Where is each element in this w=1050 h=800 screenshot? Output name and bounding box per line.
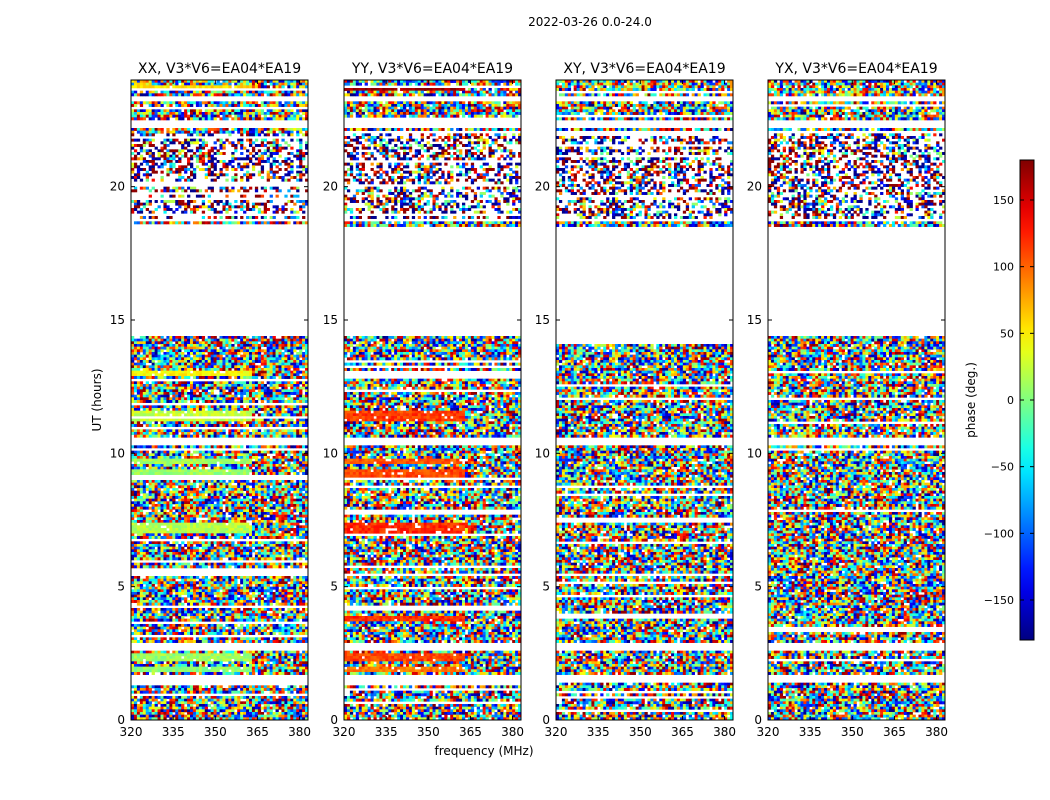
x-tick-label: 350 bbox=[629, 725, 652, 739]
x-tick-label: 335 bbox=[162, 725, 185, 739]
phase-heatmap bbox=[768, 80, 945, 720]
x-tick-label: 320 bbox=[545, 725, 568, 739]
y-tick-label: 5 bbox=[754, 580, 762, 594]
panel-0: XX, V3*V6=EA04*EA19 320 335 350 365 380 0 5 10 15… bbox=[110, 61, 311, 739]
x-tick-label: 380 bbox=[501, 725, 524, 739]
x-tick-label: 335 bbox=[587, 725, 610, 739]
phase-heatmap bbox=[344, 80, 521, 720]
y-tick-label: 5 bbox=[542, 580, 550, 594]
colorbar-tick-label: 100 bbox=[993, 261, 1014, 274]
colorbar-tick-label: −50 bbox=[991, 461, 1014, 474]
colorbar-tick-label: −100 bbox=[984, 527, 1014, 540]
panel-frame bbox=[343, 79, 522, 721]
x-tick-label: 320 bbox=[333, 725, 356, 739]
x-tick-label: 350 bbox=[841, 725, 864, 739]
panel-title: XY, V3*V6=EA04*EA19 bbox=[563, 61, 725, 77]
panel-title: YY, V3*V6=EA04*EA19 bbox=[351, 61, 513, 77]
x-tick-label: 320 bbox=[757, 725, 780, 739]
colorbar-tick-label: 150 bbox=[993, 194, 1014, 207]
panel-frame bbox=[767, 79, 946, 721]
colorbar-tick-label: 0 bbox=[1007, 394, 1014, 407]
x-axis-label: frequency (MHz) bbox=[434, 744, 533, 758]
y-tick-label: 5 bbox=[330, 580, 338, 594]
x-tick-label: 350 bbox=[417, 725, 440, 739]
x-tick-label: 350 bbox=[204, 725, 227, 739]
y-tick-label: 10 bbox=[110, 446, 125, 460]
y-tick-label: 15 bbox=[110, 313, 125, 327]
y-tick-label: 10 bbox=[323, 446, 338, 460]
y-tick-label: 0 bbox=[754, 713, 762, 727]
y-tick-label: 10 bbox=[747, 446, 762, 460]
x-tick-label: 380 bbox=[925, 725, 948, 739]
x-tick-label: 380 bbox=[713, 725, 736, 739]
y-tick-label: 10 bbox=[535, 446, 550, 460]
y-tick-label: 0 bbox=[542, 713, 550, 727]
colorbar-label: phase (deg.) bbox=[964, 362, 978, 438]
x-tick-label: 320 bbox=[120, 725, 143, 739]
y-tick-label: 5 bbox=[117, 580, 125, 594]
y-axis-label: UT (hours) bbox=[90, 368, 104, 431]
y-tick-label: 0 bbox=[117, 713, 125, 727]
y-tick-label: 0 bbox=[330, 713, 338, 727]
colorbar: −150 −100 −50 0 50 100 150 bbox=[984, 159, 1035, 641]
figure-title: 2022-03-26 0.0-24.0 bbox=[528, 15, 652, 29]
x-tick-label: 335 bbox=[799, 725, 822, 739]
x-tick-label: 335 bbox=[375, 725, 398, 739]
phase-heatmap bbox=[556, 80, 733, 720]
panel-frame bbox=[130, 79, 309, 721]
panel-3: YX, V3*V6=EA04*EA19 320 335 350 365 380 0 5 10 15… bbox=[747, 61, 948, 739]
x-tick-label: 365 bbox=[459, 725, 482, 739]
x-tick-label: 380 bbox=[288, 725, 311, 739]
panel-2: XY, V3*V6=EA04*EA19 320 335 350 365 380 0 5 10 15… bbox=[535, 61, 736, 739]
x-tick-label: 365 bbox=[246, 725, 269, 739]
panels: XX, V3*V6=EA04*EA19 320 335 350 365 380 0 5 10 15… bbox=[110, 61, 948, 739]
y-tick-label: 20 bbox=[323, 180, 338, 194]
y-tick-label: 15 bbox=[323, 313, 338, 327]
y-tick-label: 20 bbox=[535, 180, 550, 194]
y-tick-label: 20 bbox=[747, 180, 762, 194]
panel-frame bbox=[555, 79, 734, 721]
y-tick-label: 20 bbox=[110, 180, 125, 194]
panel-title: XX, V3*V6=EA04*EA19 bbox=[138, 61, 301, 77]
y-tick-label: 15 bbox=[535, 313, 550, 327]
phase-heatmap bbox=[131, 80, 308, 720]
colorbar-tick-label: −150 bbox=[984, 594, 1014, 607]
x-tick-label: 365 bbox=[883, 725, 906, 739]
y-tick-label: 15 bbox=[747, 313, 762, 327]
x-tick-label: 365 bbox=[671, 725, 694, 739]
panel-1: YY, V3*V6=EA04*EA19 320 335 350 365 380 0 5 10 15… bbox=[323, 61, 524, 739]
colorbar-tick-label: 50 bbox=[1000, 327, 1014, 340]
panel-title: YX, V3*V6=EA04*EA19 bbox=[774, 61, 937, 77]
